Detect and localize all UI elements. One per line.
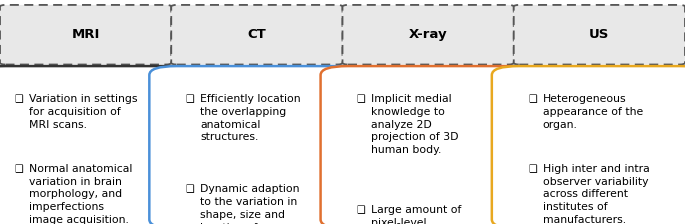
Text: CT: CT bbox=[247, 28, 266, 41]
Text: MRI: MRI bbox=[71, 28, 100, 41]
Text: ❑: ❑ bbox=[186, 94, 195, 104]
Text: ❑: ❑ bbox=[528, 94, 537, 104]
FancyBboxPatch shape bbox=[514, 5, 685, 65]
Text: Normal anatomical
variation in brain
morphology, and
imperfections
image acquisi: Normal anatomical variation in brain mor… bbox=[29, 164, 132, 224]
Text: ❑: ❑ bbox=[14, 94, 23, 104]
FancyBboxPatch shape bbox=[342, 5, 514, 65]
Text: ❑: ❑ bbox=[357, 94, 366, 104]
Text: ❑: ❑ bbox=[528, 164, 537, 174]
Text: ❑: ❑ bbox=[357, 205, 366, 215]
FancyBboxPatch shape bbox=[149, 66, 364, 224]
Text: Implicit medial
knowledge to
analyze 2D
projection of 3D
human body.: Implicit medial knowledge to analyze 2D … bbox=[371, 94, 459, 155]
Text: Large amount of
pixel-level
annotated data is
required.: Large amount of pixel-level annotated da… bbox=[371, 205, 467, 224]
Text: X-ray: X-ray bbox=[409, 28, 447, 41]
FancyBboxPatch shape bbox=[321, 66, 536, 224]
Text: ❑: ❑ bbox=[186, 184, 195, 194]
Text: US: US bbox=[589, 28, 610, 41]
FancyBboxPatch shape bbox=[0, 66, 193, 224]
Text: ❑: ❑ bbox=[14, 164, 23, 174]
Text: Heterogeneous
appearance of the
organ.: Heterogeneous appearance of the organ. bbox=[543, 94, 643, 130]
Text: Dynamic adaption
to the variation in
shape, size and
location of organs.: Dynamic adaption to the variation in sha… bbox=[200, 184, 301, 224]
Text: High inter and intra
observer variability
across different
institutes of
manufac: High inter and intra observer variabilit… bbox=[543, 164, 649, 224]
Text: Efficiently location
the overlapping
anatomical
structures.: Efficiently location the overlapping ana… bbox=[200, 94, 301, 142]
Text: Variation in settings
for acquisition of
MRI scans.: Variation in settings for acquisition of… bbox=[29, 94, 137, 130]
FancyBboxPatch shape bbox=[492, 66, 685, 224]
FancyBboxPatch shape bbox=[0, 5, 171, 65]
FancyBboxPatch shape bbox=[171, 5, 342, 65]
